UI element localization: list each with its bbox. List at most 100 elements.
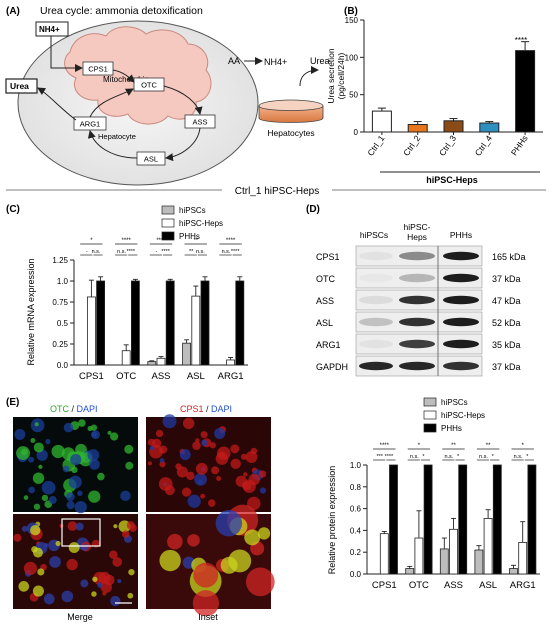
- cell-2: [21, 525, 28, 532]
- cell-0: [78, 419, 86, 427]
- cell-1: [162, 414, 177, 429]
- cell-0: [124, 444, 134, 454]
- cell-2: [126, 521, 135, 530]
- y-tick-label-c: 0.25: [52, 340, 68, 349]
- bar-b-ctrl-4: [479, 122, 500, 133]
- nh4-to-urea-arrow: [299, 66, 319, 87]
- cell-1: [194, 472, 207, 486]
- x-tick-label-c: ASL: [187, 371, 205, 382]
- cell-2: [61, 590, 74, 603]
- cell-1: [200, 493, 206, 499]
- band-otc-2: [399, 273, 435, 283]
- sig-right-e: *: [457, 454, 460, 460]
- band-cps1-3: [443, 251, 479, 261]
- label-otc-dapi: OTC / DAPI: [50, 404, 98, 414]
- sig-left-c: -: [155, 249, 157, 255]
- cell-1: [151, 438, 162, 449]
- bar-c-ass-phhs: [165, 280, 175, 366]
- cell-0: [74, 500, 87, 514]
- band-gapdh-2: [399, 361, 435, 371]
- bar-c-asl-hipsc-heps: [191, 295, 201, 366]
- enzyme-otc: OTC: [141, 81, 157, 90]
- cell-2: [92, 576, 98, 582]
- legend-e-swatch-hipsc: [423, 397, 437, 407]
- bar-c-arg1-hipsc-heps: [226, 359, 236, 366]
- sig-left-e: n.s.: [479, 454, 488, 460]
- legend-c-hipsc: hiPSCs: [179, 206, 206, 215]
- panel-a-letter: (A): [6, 6, 20, 17]
- y-tick-label-c: 1.25: [52, 256, 68, 265]
- col-heps-2: Heps: [407, 232, 427, 242]
- sig-top-e: *: [522, 443, 525, 449]
- bar-e-arg1-hipsc-heps: [518, 541, 528, 575]
- cell-1: [187, 494, 201, 508]
- cell-0: [91, 431, 97, 438]
- cell-1: [192, 441, 201, 450]
- cell-0: [51, 444, 65, 459]
- cell-2: [91, 591, 97, 597]
- y-tick-label-e: 1.0: [350, 461, 362, 470]
- cps1-to-otc-arrow: [112, 69, 135, 83]
- col-phh: PHHs: [450, 230, 472, 240]
- enzyme-ass: ASS: [192, 118, 207, 127]
- cell-1: [258, 470, 267, 478]
- merge-label: Merge: [67, 612, 93, 622]
- protein-label-gapdh: GAPDH: [316, 362, 348, 372]
- sig-left-c: n.s.: [117, 249, 126, 255]
- cell-3: [245, 567, 275, 597]
- sig-left-c: -: [86, 249, 88, 255]
- nh4-box-label: NH4+: [39, 25, 60, 34]
- cell-0: [48, 495, 57, 504]
- bar-e-asl-phhs: [492, 464, 502, 575]
- cell-2: [30, 524, 41, 536]
- cell-0: [97, 472, 105, 481]
- cell-0: [120, 490, 131, 502]
- nh4-to-cps1-arrow: [50, 36, 83, 72]
- cell-0: [28, 456, 35, 463]
- sig-right-c: ****: [231, 249, 240, 255]
- panel-d-letter: (D): [306, 204, 320, 215]
- panel-a-title: Urea cycle: ammonia detoxification: [40, 5, 203, 17]
- cell-0: [70, 454, 82, 466]
- cell-1: [147, 461, 153, 466]
- mito-label: Mitochondria: [103, 75, 149, 84]
- bar-e-asl-hipscs: [474, 549, 484, 575]
- arg1-to-otc-arrow: [89, 88, 134, 118]
- cell-0: [89, 459, 100, 470]
- bar-e-cps1-phhs: [389, 464, 398, 575]
- cell-1: [201, 439, 208, 447]
- cell-0: [66, 492, 75, 502]
- band-cps1-2: [399, 251, 435, 261]
- cell-0: [77, 490, 83, 497]
- cell-1: [186, 471, 195, 481]
- sig-right-e: ****: [385, 454, 394, 460]
- cell-2: [67, 521, 78, 531]
- y-tick-label-c: 0.0: [57, 361, 69, 370]
- bar-b-ctrl-2: [407, 124, 428, 133]
- cell-0: [107, 430, 112, 435]
- x-tick-label-c: ARG1: [218, 371, 244, 382]
- cell-2: [100, 581, 112, 593]
- chart-b: 0 50 100 150 Urea secretion(pg/cell/24h) Ctrl…: [326, 16, 543, 158]
- significance-b: ****: [515, 36, 527, 45]
- cell-2: [117, 579, 122, 584]
- bar-e-arg1-phhs: [527, 464, 537, 575]
- cell-2: [122, 530, 130, 538]
- legend-c-heps: hiPSC-Heps: [179, 219, 223, 228]
- bar-e-asl-hipsc-heps: [483, 518, 493, 575]
- sig-top-c: ****: [226, 238, 236, 244]
- x-tick-label-b: Ctrl_4: [473, 133, 494, 158]
- y-axis-label-c: Relative mRNA expression: [26, 258, 36, 365]
- x-tick-label-c: OTC: [116, 371, 136, 382]
- cell-2: [127, 592, 134, 599]
- x-tick-label-b: Ctrl_2: [401, 133, 422, 158]
- cell-1: [182, 417, 195, 430]
- sig-left-e: n.s.: [410, 454, 419, 460]
- cell-0: [125, 461, 134, 470]
- cell-0: [87, 449, 100, 461]
- bar-e-cps1-hipsc-heps: [379, 533, 389, 575]
- cell-2: [18, 581, 30, 592]
- kda-label-arg1: 35 kDa: [492, 340, 521, 350]
- cell-3: [193, 562, 219, 588]
